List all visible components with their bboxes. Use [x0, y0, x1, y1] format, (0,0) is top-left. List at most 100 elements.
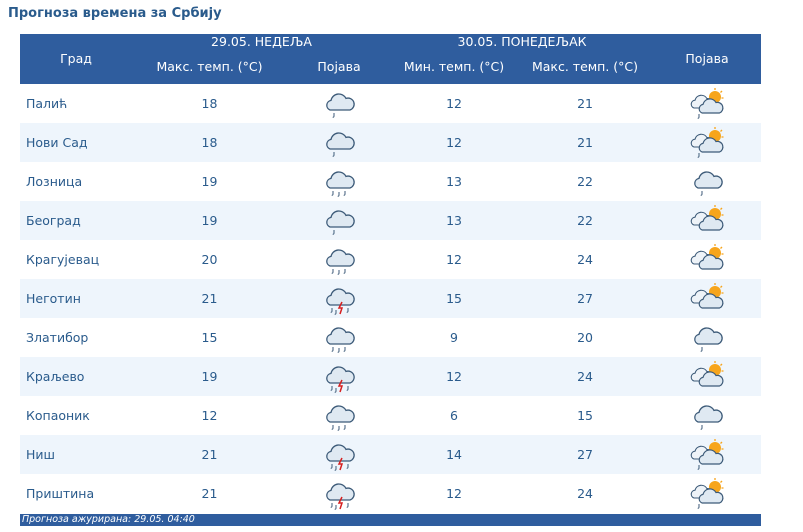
table-row: Крагујевац 20 12 24	[20, 240, 761, 279]
day2-min-temp: 12	[446, 252, 462, 267]
table-row: Краљево 19 12 24	[20, 357, 762, 396]
partly-cloudy-rain-icon	[690, 87, 724, 121]
day2-max-temp: 27	[517, 435, 654, 474]
day2-phenomenon-cell	[653, 474, 761, 513]
day2-max-temp: 20	[577, 330, 593, 345]
header-day2-phenomenon: Појава	[653, 34, 762, 84]
partly-cloudy-rain-icon	[690, 477, 724, 511]
cloud-light-rain-icon	[322, 126, 356, 160]
day2-max-temp: 21	[517, 123, 654, 162]
forecast-updated: Прогноза ажурирана: 29.05. 04:40	[20, 514, 761, 526]
table-row: Златибор 15 9 20	[20, 318, 761, 357]
day2-phenomenon-cell	[653, 318, 761, 357]
day1-phenomenon-cell	[287, 84, 391, 123]
day1-max-temp: 19	[132, 201, 287, 240]
day1-phenomenon-cell	[287, 162, 391, 201]
day2-min-temp: 13	[391, 201, 518, 240]
table-row: Лозница 19 13 22	[20, 162, 761, 201]
day1-max-temp: 18	[132, 123, 287, 162]
day1-max-temp: 18	[201, 96, 218, 111]
day2-phenomenon-cell	[653, 435, 762, 474]
day2-min-temp: 15	[391, 279, 518, 318]
city-name: Краљево	[20, 357, 132, 396]
thunderstorm-icon	[322, 360, 356, 394]
city-name: Лозница	[26, 174, 83, 189]
day1-max-temp: 12	[201, 408, 218, 423]
day1-max-temp: 21	[201, 486, 218, 501]
day2-max-temp: 24	[577, 252, 593, 267]
day1-phenomenon-cell	[287, 396, 391, 435]
header-day1-phenomenon: Појава	[287, 50, 392, 84]
cloud-rain-icon	[322, 321, 356, 355]
table-row: Палић 18 12 21	[20, 84, 761, 123]
day1-max-temp: 20	[201, 252, 218, 267]
header-city: Град	[20, 34, 132, 84]
day1-phenomenon-cell	[287, 474, 391, 513]
day2-phenomenon-cell	[653, 162, 761, 201]
day2-min-temp: 14	[391, 435, 518, 474]
header-day2-min: Мин. темп. (°C)	[391, 50, 518, 84]
table-row: Приштина 21 12 24	[20, 474, 761, 513]
city-name: Неготин	[20, 279, 132, 318]
day2-phenomenon-cell	[653, 84, 761, 123]
forecast-table: Град 29.05. НЕДЕЉА 30.05. ПОНЕДЕЉАК Поја…	[20, 34, 762, 513]
day2-phenomenon-cell	[653, 240, 761, 279]
day1-phenomenon-cell	[287, 279, 392, 318]
partly-cloudy-icon	[690, 360, 724, 394]
table-row: Ниш 21 14 27	[20, 435, 762, 474]
partly-cloudy-rain-icon	[690, 126, 724, 160]
table-row: Београд 19 13 22	[20, 201, 762, 240]
day2-max-temp: 15	[577, 408, 593, 423]
day2-phenomenon-cell	[653, 123, 762, 162]
day2-max-temp: 24	[577, 486, 593, 501]
city-name: Ниш	[20, 435, 132, 474]
day1-phenomenon-cell	[287, 318, 391, 357]
day2-min-temp: 12	[446, 96, 462, 111]
cloud-light-rain-icon	[690, 321, 724, 355]
cloud-rain-icon	[322, 165, 356, 199]
partly-cloudy-icon	[690, 243, 724, 277]
day1-max-temp: 21	[132, 435, 287, 474]
day1-max-temp: 15	[201, 330, 218, 345]
day1-phenomenon-cell	[287, 357, 392, 396]
partly-cloudy-icon	[690, 204, 724, 238]
city-name: Нови Сад	[20, 123, 132, 162]
day2-min-temp: 12	[446, 486, 462, 501]
thunderstorm-icon	[322, 477, 356, 511]
day2-min-temp: 13	[446, 174, 462, 189]
partly-cloudy-rain-icon	[690, 438, 724, 472]
table-row: Копаоник 12 6 15	[20, 396, 761, 435]
page-title: Прогноза времена за Србију	[8, 6, 222, 21]
day2-max-temp: 22	[577, 174, 593, 189]
city-name: Копаоник	[26, 408, 90, 423]
day2-min-temp: 12	[391, 357, 518, 396]
day2-phenomenon-cell	[653, 396, 761, 435]
day2-phenomenon-cell	[653, 357, 762, 396]
day2-phenomenon-cell	[653, 279, 762, 318]
day2-min-temp: 6	[450, 408, 458, 423]
thunderstorm-icon	[322, 438, 356, 472]
day1-phenomenon-cell	[287, 435, 392, 474]
city-name: Палић	[26, 96, 68, 111]
cloud-light-rain-icon	[690, 165, 724, 199]
cloud-light-rain-icon	[322, 204, 356, 238]
header-day1-date: 29.05. НЕДЕЉА	[132, 34, 392, 50]
city-name: Златибор	[26, 330, 89, 345]
day2-max-temp: 22	[517, 201, 654, 240]
city-name: Крагујевац	[26, 252, 100, 267]
city-name: Београд	[20, 201, 132, 240]
cloud-light-rain-icon	[690, 399, 724, 433]
city-name: Приштина	[26, 486, 95, 501]
day2-max-temp: 21	[577, 96, 593, 111]
day2-max-temp: 24	[517, 357, 654, 396]
cloud-rain-icon	[322, 399, 356, 433]
header-day2-max: Макс. темп. (°C)	[517, 50, 654, 84]
header-day1-max: Макс. темп. (°C)	[132, 50, 287, 84]
cloud-light-rain-icon	[322, 87, 356, 121]
day2-phenomenon-cell	[653, 201, 762, 240]
day2-max-temp: 27	[517, 279, 654, 318]
cloud-rain-icon	[322, 243, 356, 277]
day2-min-temp: 9	[450, 330, 458, 345]
partly-cloudy-icon	[690, 282, 724, 316]
day1-max-temp: 19	[201, 174, 218, 189]
